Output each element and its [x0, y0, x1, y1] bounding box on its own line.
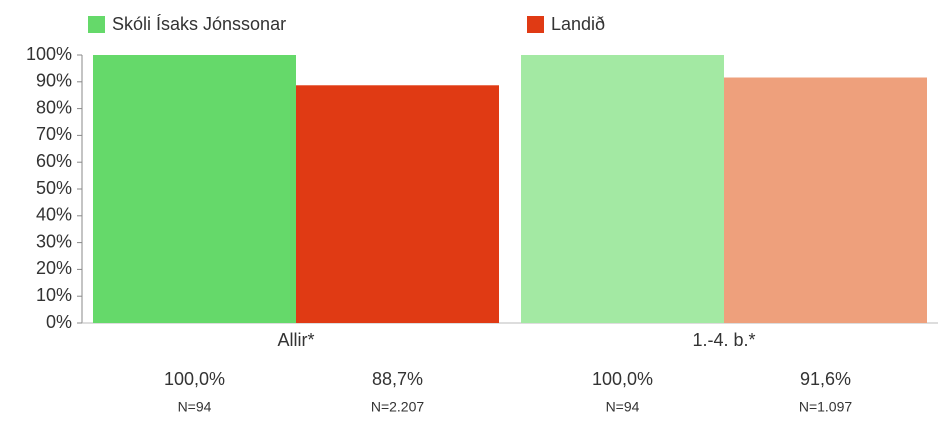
y-tick-label: 100%	[26, 44, 72, 64]
legend-label: Skóli Ísaks Jónssonar	[112, 14, 286, 34]
n-label: N=94	[178, 399, 212, 415]
n-label: N=94	[606, 399, 640, 415]
x-tick-label: 1.-4. b.*	[692, 330, 755, 350]
bar	[521, 55, 724, 323]
y-tick-label: 80%	[36, 97, 72, 117]
value-label: 91,6%	[800, 369, 851, 389]
y-tick-label: 0%	[46, 312, 72, 332]
n-label: N=1.097	[799, 399, 853, 415]
bar	[724, 77, 927, 324]
bar	[93, 55, 296, 323]
value-label: 100,0%	[592, 369, 653, 389]
bar	[296, 85, 499, 323]
y-tick-label: 60%	[36, 151, 72, 171]
legend-swatch	[88, 16, 105, 33]
y-tick-label: 90%	[36, 71, 72, 91]
y-tick-label: 30%	[36, 231, 72, 251]
x-tick-label: Allir*	[277, 330, 314, 350]
y-tick-label: 20%	[36, 258, 72, 278]
y-tick-label: 10%	[36, 285, 72, 305]
y-tick-label: 70%	[36, 124, 72, 144]
y-tick-label: 40%	[36, 205, 72, 225]
n-label: N=2.207	[371, 399, 425, 415]
y-tick-label: 50%	[36, 178, 72, 198]
value-label: 100,0%	[164, 369, 225, 389]
legend-swatch	[527, 16, 544, 33]
legend-label: Landið	[551, 14, 605, 34]
value-label: 88,7%	[372, 369, 423, 389]
